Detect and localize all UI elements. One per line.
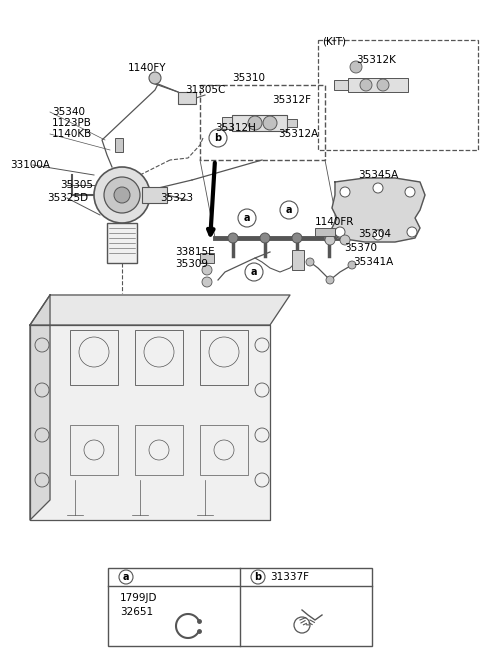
Bar bbox=[108, 568, 372, 646]
Circle shape bbox=[373, 230, 383, 240]
Circle shape bbox=[340, 187, 350, 197]
Text: 1123PB: 1123PB bbox=[52, 118, 92, 128]
Circle shape bbox=[263, 116, 277, 130]
Text: 35312A: 35312A bbox=[278, 129, 318, 139]
Bar bbox=[178, 92, 196, 104]
Bar bbox=[232, 115, 287, 131]
Circle shape bbox=[248, 116, 262, 130]
Circle shape bbox=[251, 570, 265, 584]
Text: a: a bbox=[286, 205, 292, 215]
Circle shape bbox=[324, 233, 334, 243]
Bar bbox=[115, 138, 123, 152]
Bar bbox=[107, 223, 137, 263]
Text: 1140FR: 1140FR bbox=[315, 217, 354, 227]
Circle shape bbox=[260, 233, 270, 243]
Bar bbox=[315, 228, 335, 236]
Text: 33100A: 33100A bbox=[10, 160, 50, 170]
Text: 1140KB: 1140KB bbox=[52, 129, 92, 139]
Circle shape bbox=[377, 79, 389, 91]
Circle shape bbox=[119, 570, 133, 584]
Circle shape bbox=[350, 61, 362, 73]
Bar bbox=[70, 425, 118, 475]
Bar bbox=[287, 119, 297, 127]
Text: 31337F: 31337F bbox=[270, 572, 309, 582]
Polygon shape bbox=[30, 295, 50, 520]
Text: 35340: 35340 bbox=[52, 107, 85, 117]
Polygon shape bbox=[30, 325, 270, 520]
Bar bbox=[200, 425, 248, 475]
Circle shape bbox=[326, 276, 334, 284]
Text: 31305C: 31305C bbox=[185, 85, 226, 95]
Circle shape bbox=[340, 235, 350, 245]
Circle shape bbox=[114, 187, 130, 203]
Bar bbox=[292, 250, 304, 270]
Bar bbox=[334, 80, 348, 90]
Polygon shape bbox=[332, 178, 425, 242]
Text: 35325D: 35325D bbox=[47, 193, 88, 203]
Text: a: a bbox=[251, 267, 257, 277]
Text: 35370: 35370 bbox=[344, 243, 377, 253]
Text: 35305: 35305 bbox=[60, 180, 93, 190]
Text: b: b bbox=[254, 572, 262, 582]
Text: 35312F: 35312F bbox=[272, 95, 311, 105]
Text: a: a bbox=[123, 572, 129, 582]
Bar bbox=[135, 330, 183, 385]
Circle shape bbox=[407, 227, 417, 237]
Text: 35345A: 35345A bbox=[358, 170, 398, 180]
Circle shape bbox=[202, 277, 212, 287]
Circle shape bbox=[149, 72, 161, 84]
Circle shape bbox=[405, 187, 415, 197]
Circle shape bbox=[292, 233, 302, 243]
Text: 35309: 35309 bbox=[175, 259, 208, 269]
Bar bbox=[70, 330, 118, 385]
Circle shape bbox=[360, 79, 372, 91]
Circle shape bbox=[94, 167, 150, 223]
Circle shape bbox=[245, 263, 263, 281]
Circle shape bbox=[335, 227, 345, 237]
Bar bbox=[200, 253, 214, 263]
Bar bbox=[360, 178, 385, 190]
Text: 1140FY: 1140FY bbox=[128, 63, 167, 73]
Text: 35304: 35304 bbox=[358, 229, 391, 239]
Text: 35312K: 35312K bbox=[356, 55, 396, 65]
Text: 33815E: 33815E bbox=[175, 247, 215, 257]
Text: (KIT): (KIT) bbox=[322, 37, 346, 47]
Text: 32651: 32651 bbox=[120, 607, 153, 617]
Bar bbox=[222, 117, 232, 129]
Circle shape bbox=[228, 233, 238, 243]
Bar bbox=[348, 78, 408, 92]
Text: 35310: 35310 bbox=[232, 73, 265, 83]
Circle shape bbox=[348, 261, 356, 269]
Text: 35312H: 35312H bbox=[215, 123, 256, 133]
Circle shape bbox=[209, 129, 227, 147]
Bar bbox=[200, 330, 248, 385]
Circle shape bbox=[280, 201, 298, 219]
Circle shape bbox=[104, 177, 140, 213]
Bar bbox=[135, 425, 183, 475]
Bar bbox=[142, 187, 167, 203]
Text: 35323: 35323 bbox=[160, 193, 193, 203]
Text: 35341A: 35341A bbox=[353, 257, 393, 267]
Circle shape bbox=[238, 209, 256, 227]
Text: a: a bbox=[244, 213, 250, 223]
Polygon shape bbox=[30, 295, 290, 325]
Text: 1799JD: 1799JD bbox=[120, 593, 157, 603]
Circle shape bbox=[373, 183, 383, 193]
Bar bbox=[200, 85, 325, 160]
Text: b: b bbox=[215, 133, 222, 143]
Circle shape bbox=[306, 258, 314, 266]
Circle shape bbox=[325, 235, 335, 245]
Bar bbox=[318, 40, 478, 150]
Circle shape bbox=[202, 265, 212, 275]
